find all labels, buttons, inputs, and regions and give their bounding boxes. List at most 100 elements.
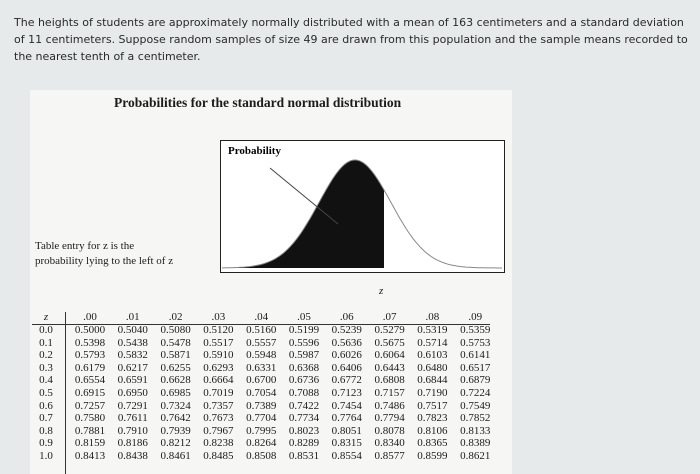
cell: 0.5398 xyxy=(74,336,106,349)
cell: 0.7088 xyxy=(288,387,320,399)
cell: 0.7704 xyxy=(246,412,277,425)
cell: 0.6915 xyxy=(74,387,106,399)
header-cell: .03 xyxy=(211,311,226,323)
cell: 0.8389 xyxy=(460,437,491,450)
cell: 0.8051 xyxy=(331,424,362,437)
cell: 0.7224 xyxy=(460,387,491,399)
cell: 0.6368 xyxy=(288,361,320,374)
row-label: 0.1 xyxy=(39,336,53,349)
cell: 0.8023 xyxy=(288,424,320,437)
cell: 0.7257 xyxy=(74,399,106,412)
cell: 0.7549 xyxy=(460,399,491,412)
cell: 0.8340 xyxy=(374,437,405,450)
cell: 0.8106 xyxy=(417,424,448,437)
cell: 0.8485 xyxy=(203,450,234,462)
cell: 0.7673 xyxy=(203,412,234,425)
cell: 0.7881 xyxy=(74,424,106,437)
cell: 0.7157 xyxy=(374,387,405,399)
cell: 0.7019 xyxy=(203,387,234,399)
cell: 0.7357 xyxy=(203,399,234,412)
cell: 0.5596 xyxy=(288,336,320,349)
cell: 0.6217 xyxy=(117,361,148,374)
cell: 0.8461 xyxy=(160,450,191,462)
table-rule xyxy=(32,324,490,325)
cell: 0.7054 xyxy=(246,387,277,399)
cell: 0.6517 xyxy=(460,361,491,374)
header-cell: .09 xyxy=(468,311,483,323)
cell: 0.8186 xyxy=(117,437,148,450)
cell: 0.5832 xyxy=(117,349,148,362)
question: The heights of students are approximatel… xyxy=(14,16,688,63)
row-label: 0.6 xyxy=(39,399,53,412)
cell: 0.6255 xyxy=(160,361,191,374)
cell: 0.6141 xyxy=(460,349,491,362)
cell: 0.5000 xyxy=(74,324,106,336)
cell: 0.5948 xyxy=(246,349,277,362)
cell: 0.5120 xyxy=(203,324,234,336)
cell: 0.7939 xyxy=(160,424,191,437)
header-cell: .06 xyxy=(339,311,354,323)
header-cell: .04 xyxy=(254,311,269,323)
cell: 0.7910 xyxy=(117,424,148,437)
shaded-area xyxy=(222,160,384,268)
cell: 0.5793 xyxy=(74,349,106,362)
cell: 0.8238 xyxy=(203,437,234,450)
cell: 0.6879 xyxy=(460,374,491,387)
cell: 0.8159 xyxy=(74,437,106,450)
cell: 0.6443 xyxy=(374,361,405,374)
cell: 0.6628 xyxy=(160,374,191,387)
cell: 0.7823 xyxy=(417,412,448,425)
cell: 0.6591 xyxy=(117,374,148,387)
cell: 0.7517 xyxy=(417,399,448,412)
cell: 0.5636 xyxy=(331,336,362,349)
cell: 0.8508 xyxy=(246,450,277,462)
cell: 0.5753 xyxy=(460,336,491,349)
cell: 0.6664 xyxy=(203,374,234,387)
axis-label: z xyxy=(379,285,384,297)
cell: 0.8289 xyxy=(288,437,320,450)
cell: 0.7642 xyxy=(160,412,191,425)
cell: 0.8554 xyxy=(331,450,362,462)
cell: 0.5987 xyxy=(288,349,320,362)
pointer xyxy=(269,167,339,225)
cell: 0.8315 xyxy=(331,437,362,450)
caption-line: Table entry for z is the xyxy=(35,240,135,252)
cell: 0.8133 xyxy=(460,424,491,437)
header-cell: .01 xyxy=(125,311,140,323)
cell: 0.6480 xyxy=(417,361,448,374)
cell: 0.8577 xyxy=(374,450,405,462)
curve-diagram: Probability xyxy=(220,140,505,273)
cell: 0.5319 xyxy=(417,324,448,336)
cell: 0.6179 xyxy=(74,361,106,374)
cell: 0.6026 xyxy=(331,349,362,362)
curve-label: Probability xyxy=(228,145,281,157)
cell: 0.5714 xyxy=(417,336,448,349)
header-cell: z xyxy=(43,311,49,323)
header-cell: .00 xyxy=(83,311,97,323)
row-label: 0.9 xyxy=(39,437,53,450)
cell: 0.7324 xyxy=(160,399,191,412)
row-label: 0.7 xyxy=(39,412,53,425)
cell: 0.5517 xyxy=(203,336,234,349)
cell: 0.5239 xyxy=(331,324,362,336)
cell: 0.6293 xyxy=(203,361,234,374)
panel-title: Probabilities for the standard normal di… xyxy=(114,95,402,110)
cell: 0.6772 xyxy=(331,374,362,387)
cell: 0.6700 xyxy=(246,374,277,387)
cell: 0.6808 xyxy=(374,374,405,387)
caption-line: probability lying to the left of z xyxy=(35,255,174,267)
cell: 0.6844 xyxy=(417,374,448,387)
cell: 0.8438 xyxy=(117,450,148,462)
row-label: 0.8 xyxy=(39,424,53,437)
cell: 0.7123 xyxy=(331,387,362,399)
cell: 0.7291 xyxy=(117,399,148,412)
cell: 0.7190 xyxy=(417,387,448,399)
cell: 0.7967 xyxy=(203,424,234,437)
cell: 0.5040 xyxy=(117,324,148,336)
cell: 0.8413 xyxy=(74,450,106,462)
cell: 0.5080 xyxy=(160,324,191,336)
cell: 0.8078 xyxy=(374,424,405,437)
cell: 0.6103 xyxy=(417,349,448,362)
cell: 0.5871 xyxy=(160,349,191,362)
